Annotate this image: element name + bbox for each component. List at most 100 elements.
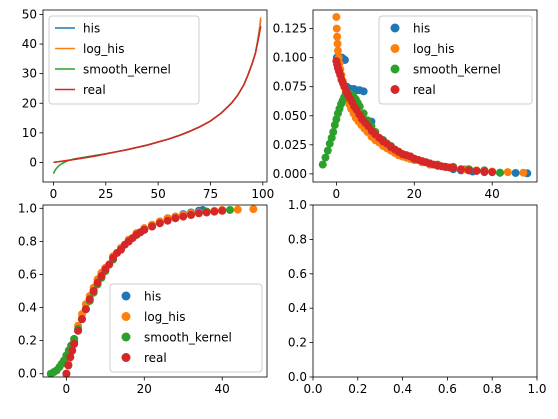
legend-label-real: real bbox=[144, 351, 167, 365]
point-real bbox=[194, 209, 203, 218]
y-tick-label: 0.0 bbox=[288, 370, 307, 384]
legend-label-smooth_kernel: smooth_kernel bbox=[83, 63, 171, 77]
y-tick-label: 0.6 bbox=[288, 267, 307, 281]
legend-swatch-real bbox=[121, 353, 131, 362]
series-real bbox=[332, 57, 497, 177]
axes-frame bbox=[42, 9, 268, 183]
y-tick-label: 0.4 bbox=[288, 301, 307, 315]
x-tick-label: 25 bbox=[98, 187, 113, 201]
y-tick-label: 0.6 bbox=[18, 267, 37, 281]
legend-frame bbox=[48, 15, 200, 105]
y-tick-label: 30 bbox=[22, 67, 37, 81]
subplot-bottom-left: 0 20 40 0.0 0.2 0.4 0.6 0.8 1.0 his log_his smooth_… bbox=[18, 201, 268, 396]
y-tick-label: 40 bbox=[22, 37, 37, 51]
x-tick-label: 40 bbox=[215, 382, 230, 396]
legend-label-his: his bbox=[144, 290, 161, 304]
point-log_his bbox=[333, 39, 342, 48]
point-real bbox=[179, 212, 188, 221]
axes-frame bbox=[312, 204, 538, 378]
y-tick-label: 0.075 bbox=[273, 80, 307, 94]
y-tick-label: 0.4 bbox=[18, 301, 37, 315]
legend-swatch-log_his bbox=[390, 44, 400, 53]
legend-label-log_his: log_his bbox=[144, 310, 185, 324]
point-real bbox=[472, 166, 481, 175]
series-real bbox=[62, 206, 227, 377]
point-real bbox=[81, 305, 90, 314]
subplot-top-right: 0 20 40 0.000 0.025 0.050 0.075 0.100 0.125 his lo… bbox=[273, 9, 538, 201]
point-real bbox=[155, 219, 164, 228]
point-log_his bbox=[503, 168, 512, 177]
legend-frame bbox=[109, 283, 263, 373]
point-his bbox=[511, 168, 520, 177]
axes-frame bbox=[42, 204, 268, 378]
y-tick-label: 0.125 bbox=[273, 22, 307, 36]
point-real bbox=[74, 326, 83, 335]
point-his bbox=[359, 87, 368, 96]
legend-label-smooth_kernel: smooth_kernel bbox=[413, 63, 501, 77]
x-tick-label: 20 bbox=[137, 382, 152, 396]
point-real bbox=[140, 225, 149, 234]
y-tick-label: 10 bbox=[22, 126, 37, 140]
point-smooth_kernel bbox=[225, 205, 234, 214]
y-tick-label: 0.000 bbox=[273, 167, 307, 181]
series-line-real bbox=[53, 26, 262, 164]
point-real bbox=[93, 278, 102, 287]
legend-label-log_his: log_his bbox=[83, 42, 124, 56]
point-log_his bbox=[233, 205, 242, 214]
point-real bbox=[488, 168, 497, 177]
x-tick-label: 50 bbox=[150, 187, 165, 201]
legend-frame bbox=[378, 15, 533, 105]
point-log_his bbox=[333, 46, 342, 55]
legend-label-log_his: log_his bbox=[413, 42, 454, 56]
y-tick-label: 0.8 bbox=[18, 234, 37, 248]
point-log_his bbox=[333, 32, 342, 41]
y-tick-label: 0.025 bbox=[273, 138, 307, 152]
plot-area bbox=[318, 12, 532, 178]
point-real bbox=[68, 346, 77, 355]
x-tick-label: 0 bbox=[50, 187, 58, 201]
point-real bbox=[464, 166, 473, 175]
y-tick-label: 20 bbox=[22, 96, 37, 110]
subplot-top-left: 0 25 50 75 100 0 10 20 30 40 50 his log_his smooth_ke… bbox=[22, 7, 275, 201]
plot-area bbox=[46, 205, 258, 377]
x-tick-label: 0.4 bbox=[393, 382, 412, 396]
point-real bbox=[163, 216, 172, 225]
legend-label-smooth_kernel: smooth_kernel bbox=[144, 331, 232, 345]
y-tick-label: 50 bbox=[22, 7, 37, 21]
point-real bbox=[89, 287, 98, 295]
legend-swatch-log_his bbox=[121, 312, 131, 321]
axes-frame bbox=[312, 9, 538, 183]
point-real bbox=[70, 339, 79, 348]
legend-swatch-smooth_kernel bbox=[121, 332, 131, 342]
y-tick-label: 0.100 bbox=[273, 51, 307, 65]
point-smooth_kernel bbox=[323, 146, 332, 155]
x-tick-label: 0.2 bbox=[348, 382, 367, 396]
legend-swatch-smooth_kernel bbox=[390, 64, 400, 74]
point-log_his bbox=[332, 24, 341, 33]
legend-swatch-his bbox=[390, 23, 400, 33]
point-real bbox=[62, 369, 71, 377]
point-real bbox=[457, 165, 466, 174]
x-tick-label: 40 bbox=[485, 187, 500, 201]
x-tick-label: 0 bbox=[63, 382, 71, 396]
subplot-bottom-right: 0.0 0.2 0.4 0.6 0.8 1.0 0.0 0.2 0.4 0.6 0.8 1.0 bbox=[288, 198, 547, 396]
y-tick-label: 0.2 bbox=[18, 334, 37, 348]
point-real bbox=[66, 353, 75, 362]
point-smooth_kernel bbox=[321, 153, 330, 162]
point-log_his bbox=[249, 205, 258, 214]
point-real bbox=[449, 164, 458, 173]
plot-area bbox=[52, 17, 262, 175]
x-tick-label: 100 bbox=[251, 187, 274, 201]
point-real bbox=[187, 210, 196, 219]
point-smooth_kernel bbox=[495, 168, 504, 177]
point-real bbox=[77, 315, 86, 324]
x-tick-label: 0.0 bbox=[303, 382, 322, 396]
point-log_his bbox=[332, 12, 341, 21]
point-real bbox=[97, 272, 106, 281]
legend-label-his: his bbox=[413, 22, 430, 36]
y-tick-label: 0.8 bbox=[288, 232, 307, 246]
point-real bbox=[480, 167, 489, 176]
